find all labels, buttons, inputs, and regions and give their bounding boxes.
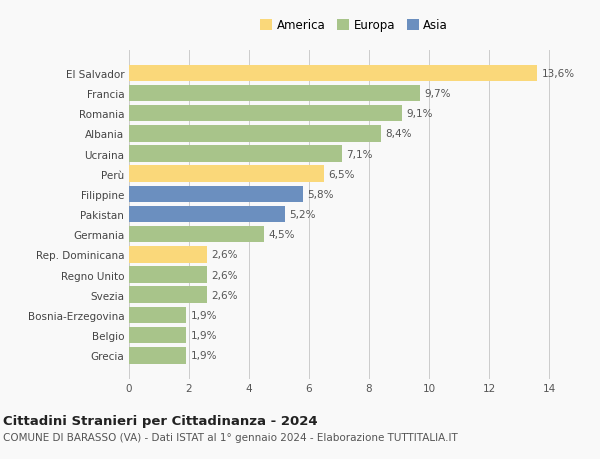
Text: 1,9%: 1,9% [191, 310, 217, 320]
Text: 1,9%: 1,9% [191, 330, 217, 341]
Text: 9,7%: 9,7% [425, 89, 451, 99]
Text: 9,1%: 9,1% [407, 109, 433, 119]
Bar [129, 146, 342, 162]
Bar [129, 106, 402, 122]
Text: 8,4%: 8,4% [386, 129, 412, 139]
Text: COMUNE DI BARASSO (VA) - Dati ISTAT al 1° gennaio 2024 - Elaborazione TUTTITALIA: COMUNE DI BARASSO (VA) - Dati ISTAT al 1… [3, 432, 458, 442]
Text: 13,6%: 13,6% [542, 69, 575, 78]
Bar [129, 166, 324, 183]
Bar [129, 126, 381, 142]
Text: 2,6%: 2,6% [212, 250, 238, 260]
Bar [129, 85, 420, 102]
Bar [129, 307, 186, 324]
Text: 5,8%: 5,8% [308, 190, 334, 200]
Bar [129, 287, 207, 303]
Bar [129, 226, 264, 243]
Bar [129, 65, 537, 82]
Text: 4,5%: 4,5% [269, 230, 295, 240]
Text: Cittadini Stranieri per Cittadinanza - 2024: Cittadini Stranieri per Cittadinanza - 2… [3, 414, 317, 428]
Text: 2,6%: 2,6% [212, 270, 238, 280]
Text: 2,6%: 2,6% [212, 290, 238, 300]
Text: 5,2%: 5,2% [290, 210, 316, 219]
Bar [129, 207, 285, 223]
Legend: America, Europa, Asia: America, Europa, Asia [257, 17, 451, 35]
Bar [129, 246, 207, 263]
Text: 6,5%: 6,5% [329, 169, 355, 179]
Bar [129, 186, 303, 203]
Bar [129, 267, 207, 283]
Text: 7,1%: 7,1% [347, 149, 373, 159]
Bar [129, 327, 186, 344]
Bar [129, 347, 186, 364]
Text: 1,9%: 1,9% [191, 351, 217, 360]
